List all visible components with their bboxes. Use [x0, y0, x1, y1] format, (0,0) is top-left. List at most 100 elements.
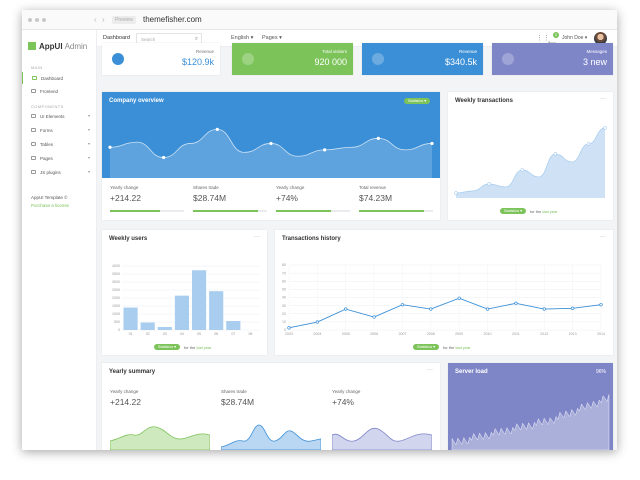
data-point — [599, 303, 603, 307]
cart-badge: 2 — [553, 32, 559, 38]
data-point — [570, 306, 575, 310]
summary-value: +214.22 — [110, 397, 141, 407]
sidebar-item-js-plugins[interactable]: JS plugins ▾ — [22, 166, 96, 178]
logo-bold-text: AppUI — [39, 41, 63, 51]
logo[interactable]: AppUI Admin — [28, 40, 87, 52]
last-year-link[interactable]: last year — [196, 345, 212, 350]
last-year-link[interactable]: last year — [455, 345, 471, 350]
stat-progress-fill — [359, 210, 425, 212]
card-title: Weekly users — [109, 236, 148, 242]
x-tick-label: 01 — [129, 332, 133, 336]
maximize-dot[interactable] — [42, 18, 46, 22]
data-point — [400, 303, 405, 307]
sidebar-item-dashboard[interactable]: Dashboard — [22, 72, 96, 84]
x-tick-label: 2004 — [313, 332, 321, 336]
sparkline-purple — [332, 427, 432, 450]
users-icon — [242, 53, 254, 65]
sidebar-item-label: Tables — [40, 141, 54, 147]
pill-note: for the last year — [530, 209, 558, 214]
bar — [209, 291, 224, 330]
stat-label: Yearly change — [110, 185, 139, 190]
sidebar-item-ui-elements[interactable]: UI Elements ▾ — [22, 110, 96, 122]
data-point — [514, 301, 518, 305]
y-tick-label: 4000 — [112, 264, 120, 268]
statistics-pill[interactable]: Statistics ▾ — [413, 344, 439, 350]
chevron-down-icon: ▾ — [87, 113, 90, 118]
sidebar-item-label: Dashboard — [41, 75, 64, 81]
sidebar-item-frontend[interactable]: Frontend — [22, 85, 96, 97]
statistics-pill[interactable]: Statistics ▾ — [500, 208, 526, 214]
stat-value: $120.9k — [181, 57, 214, 67]
table-icon — [31, 142, 36, 146]
url-bar[interactable]: themefisher.com — [143, 15, 202, 24]
more-icon[interactable]: ··· — [427, 367, 433, 373]
browser-window: ‹ › Preview themefisher.com AppUI Admin … — [22, 10, 617, 450]
x-tick-label: 05 — [197, 332, 201, 336]
y-tick-label: 30 — [282, 304, 286, 308]
x-tick-label: 2003 — [285, 332, 293, 336]
statistics-pill[interactable]: Statistics ▾ — [404, 98, 430, 104]
y-tick-label: 60 — [282, 279, 286, 283]
bar — [174, 295, 189, 330]
bar — [226, 321, 241, 330]
stat-label: Shares trade — [193, 185, 219, 190]
statistics-pill[interactable]: Statistics ▾ — [154, 344, 180, 350]
more-icon[interactable]: ··· — [254, 234, 260, 240]
bar — [157, 327, 172, 330]
stat-label: Revenue — [458, 49, 477, 54]
form-icon — [31, 128, 36, 132]
apps-grid-icon[interactable]: ⋮⋮ — [536, 35, 550, 42]
stat-label: Total revenue — [359, 185, 387, 190]
y-tick-label: 50 — [282, 288, 286, 292]
pill-note: for the last year — [443, 345, 471, 350]
weekly-transactions-chart — [454, 126, 607, 198]
last-year-link[interactable]: last year — [542, 209, 558, 214]
data-point — [269, 141, 273, 146]
sidebar-item-label: Pages — [40, 155, 53, 161]
close-dot[interactable] — [28, 18, 32, 22]
sidebar-item-forms[interactable]: Forms ▾ — [22, 124, 96, 136]
company-overview-card: Company overview Statistics ▾ Yearly cha… — [102, 92, 440, 220]
forward-arrow-icon[interactable]: › — [102, 15, 105, 24]
x-tick-label: 07 — [231, 332, 235, 336]
summary-value: $28.74M — [221, 397, 255, 407]
x-tick-label: 08 — [248, 332, 252, 336]
stat-value: +74% — [276, 193, 298, 203]
transactions-history-card: Transactions history ··· 80 70 60 50 40 30 20 1… — [275, 230, 613, 355]
bell-icon — [112, 53, 124, 65]
pages-dropdown[interactable]: Pages ▾ — [262, 35, 282, 41]
data-point — [215, 127, 219, 131]
stat-value: $340.5k — [444, 57, 477, 67]
back-arrow-icon[interactable]: ‹ — [94, 15, 97, 24]
sidebar-item-tables[interactable]: Tables ▾ — [22, 138, 96, 150]
card-title: Transactions history — [282, 236, 341, 242]
user-menu[interactable]: John Doe ▾ — [562, 35, 588, 41]
stat-progress — [276, 210, 350, 212]
language-dropdown[interactable]: English ▾ — [231, 35, 254, 41]
dashboard-icon — [32, 76, 37, 80]
topbar: Dashboard Search ⌕ English ▾ Pages ▾ ⋮⋮ … — [97, 30, 617, 47]
stat-card-visitors: Total visitors 920 000 — [232, 43, 353, 75]
sidebar-section-main: MAIN — [31, 65, 43, 70]
data-point — [487, 182, 491, 186]
minimize-dot[interactable] — [35, 18, 39, 22]
y-tick-label: 2000 — [112, 296, 120, 300]
cart-icon[interactable]: 2 — [548, 32, 559, 47]
more-icon[interactable]: ··· — [600, 96, 606, 102]
avatar[interactable] — [594, 32, 607, 45]
data-point — [457, 296, 461, 300]
y-tick-label: 1500 — [112, 304, 120, 308]
weekly-users-chart: 4000 3500 3000 2500 2000 1500 1000 500 0 01 02 03 04… — [112, 264, 259, 336]
search-icon[interactable]: ⌕ — [194, 35, 198, 42]
browser-tab[interactable]: Preview — [112, 16, 136, 24]
x-tick-label: 2007 — [398, 332, 406, 336]
stat-progress-fill — [110, 210, 161, 212]
card-title: Company overview — [109, 98, 164, 104]
more-icon[interactable]: ··· — [600, 234, 606, 240]
sidebar-item-pages[interactable]: Pages ▾ — [22, 152, 96, 164]
stat-label: Total visitors — [322, 49, 347, 54]
pill-note: for the last year — [184, 345, 212, 350]
y-tick-label: 20 — [282, 312, 286, 316]
purchase-license-link[interactable]: Purchase a license — [31, 203, 70, 208]
data-point — [108, 145, 112, 149]
